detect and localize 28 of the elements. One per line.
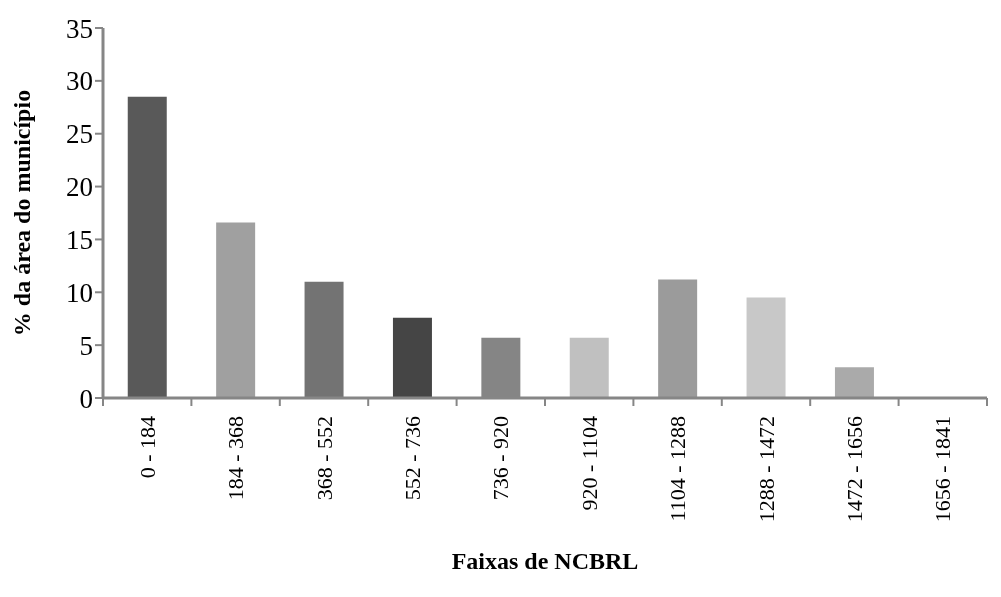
bar (746, 297, 786, 398)
x-tick-label: 552 - 736 (399, 416, 425, 501)
x-axis-title: Faixas de NCBRL (450, 548, 640, 575)
x-tick-label: 1288 - 1472 (753, 416, 779, 523)
y-tick-label: 20 (66, 172, 93, 203)
x-tick-label: 1104 - 1288 (665, 416, 691, 522)
x-tick-label: 0 - 184 (134, 416, 160, 479)
bar (216, 222, 256, 398)
y-tick-label: 25 (66, 119, 93, 150)
bar (127, 96, 167, 398)
bar (569, 337, 609, 398)
y-tick-label: 35 (66, 13, 93, 44)
bar (392, 317, 432, 398)
x-tick-label: 1472 - 1656 (841, 416, 867, 523)
x-tick-label: 1656 - 1841 (930, 416, 956, 523)
y-tick-label: 10 (66, 277, 93, 308)
x-tick-label: 736 - 920 (488, 416, 514, 501)
bar (658, 279, 698, 398)
bar (834, 367, 874, 398)
x-tick-label: 920 - 1104 (576, 416, 602, 511)
bar (304, 281, 344, 398)
x-tick-label: 368 - 552 (311, 416, 337, 501)
y-tick-label: 5 (79, 330, 93, 361)
y-tick-label: 30 (66, 66, 93, 97)
y-tick-label: 15 (66, 225, 93, 256)
y-axis-title: % da área do município (8, 89, 35, 337)
y-tick-label: 0 (79, 383, 93, 414)
x-tick-label: 184 - 368 (223, 416, 249, 501)
